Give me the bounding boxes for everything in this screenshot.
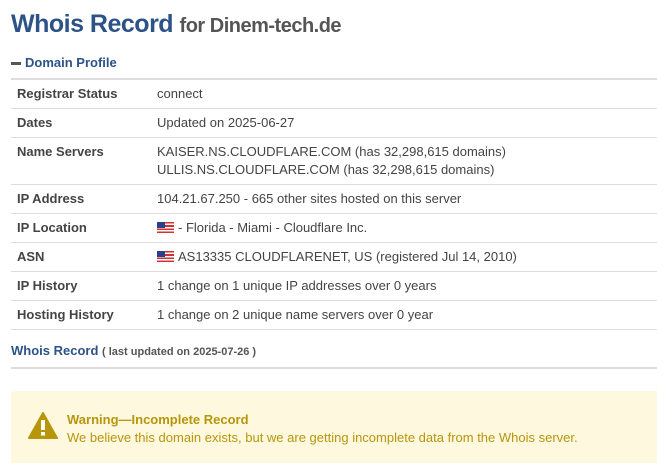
row-value: Updated on 2025-06-27: [146, 108, 657, 138]
domain-profile-table: Registrar Status connect Dates Updated on …: [11, 78, 657, 330]
warning-box: Warning—Incomplete Record We believe thi…: [11, 391, 657, 463]
table-row: Dates Updated on 2025-06-27: [11, 108, 657, 138]
table-row: IP Address 104.21.67.250 - 665 other site…: [11, 184, 657, 214]
row-label: Name Servers: [11, 137, 146, 185]
title-text: Whois Record: [11, 10, 174, 38]
warning-text: Warning—Incomplete Record We believe thi…: [67, 411, 657, 447]
name-server[interactable]: KAISER.NS.CLOUDFLARE.COM (has 32,298,615…: [157, 144, 506, 159]
row-value: connect: [146, 79, 657, 109]
us-flag-icon: [157, 222, 174, 233]
warning-title: Warning—Incomplete Record: [67, 412, 249, 427]
ip-location-text: - Florida - Miami - Cloudflare Inc.: [178, 220, 368, 235]
domain-subtitle: for Dinem-tech.de: [179, 15, 342, 37]
row-label: IP History: [11, 271, 146, 301]
profile-label: Domain Profile: [25, 55, 117, 70]
row-value: KAISER.NS.CLOUDFLARE.COM (has 32,298,615…: [146, 137, 657, 185]
row-label: Dates: [11, 108, 146, 138]
name-server[interactable]: ULLIS.NS.CLOUDFLARE.COM (has 32,298,615 …: [157, 162, 495, 177]
collapse-icon: [11, 62, 21, 66]
row-label: Registrar Status: [11, 79, 146, 109]
divider: [11, 367, 657, 369]
row-value[interactable]: 1 change on 1 unique IP addresses over 0…: [146, 271, 657, 301]
row-value[interactable]: 1 change on 2 unique name servers over 0…: [146, 300, 657, 330]
table-row: ASN AS13335 CLOUDFLARENET, US (registered…: [11, 242, 657, 272]
table-row: IP Location - Florida - Miami - Cloudflar…: [11, 213, 657, 243]
row-value: - Florida - Miami - Cloudflare Inc.: [146, 213, 657, 243]
us-flag-icon: [157, 251, 174, 262]
row-value: AS13335 CLOUDFLARENET, US (registered Ju…: [146, 242, 657, 272]
whois-record-heading: Whois Record ( last updated on 2025-07-2…: [11, 342, 657, 361]
warning-message: We believe this domain exists, but we ar…: [67, 430, 578, 445]
table-row: IP History 1 change on 1 unique IP addres…: [11, 271, 657, 301]
row-label: Hosting History: [11, 300, 146, 330]
row-label: ASN: [11, 242, 146, 272]
whois-title: Whois Record: [11, 343, 99, 358]
asn-text: AS13335 CLOUDFLARENET, US (registered Ju…: [178, 249, 517, 264]
row-label: IP Address: [11, 184, 146, 214]
domain-profile-toggle[interactable]: Domain Profile: [11, 54, 657, 74]
table-row: Name Servers KAISER.NS.CLOUDFLARE.COM (ha…: [11, 137, 657, 185]
table-row: Registrar Status connect: [11, 79, 657, 109]
row-label: IP Location: [11, 213, 146, 243]
row-value[interactable]: 104.21.67.250 - 665 other sites hosted o…: [146, 184, 657, 214]
warning-icon: [28, 412, 58, 439]
table-row: Hosting History 1 change on 2 unique name…: [11, 300, 657, 330]
page-content: Whois Record for Dinem-tech.de Domain Pr…: [11, 0, 657, 463]
page-title: Whois Record for Dinem-tech.de: [11, 0, 657, 46]
last-updated: ( last updated on 2025-07-26 ): [102, 346, 257, 358]
